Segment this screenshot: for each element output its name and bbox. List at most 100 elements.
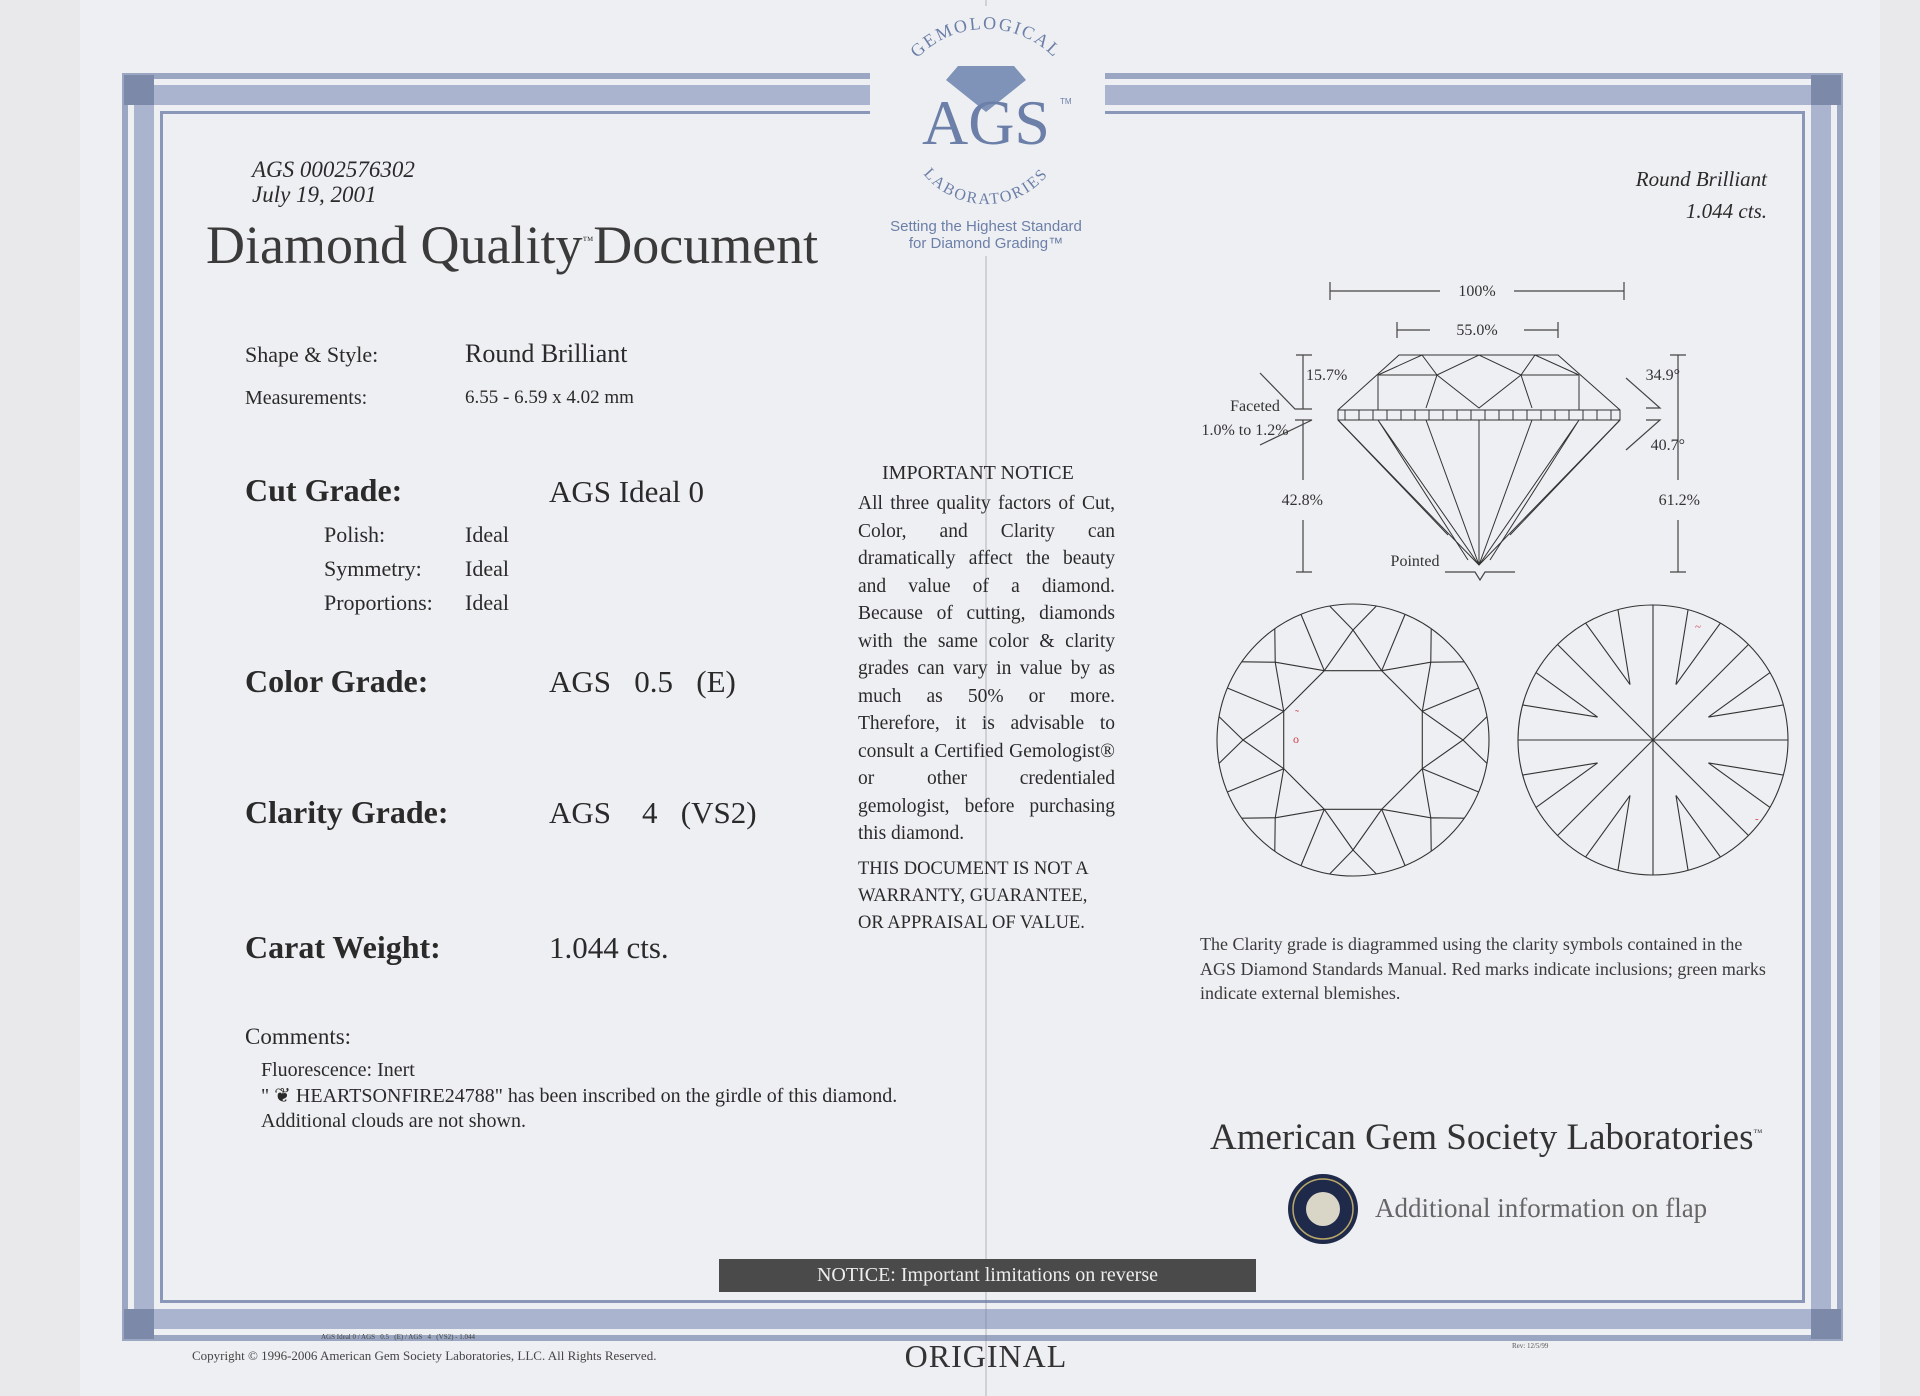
star-facet [1421, 710, 1464, 770]
notice-bar: NOTICE: Important limitations on reverse [719, 1259, 1256, 1292]
clarity-grade-label: Clarity Grade: [245, 794, 449, 830]
comment-inscription: " ❦ HEARTSONFIRE24788" has been inscribe… [261, 1084, 898, 1107]
label-crown-angle: 34.9° [1646, 367, 1680, 384]
star-facet [1323, 629, 1383, 672]
girdle-facet [1241, 628, 1276, 663]
color-grade-value: AGS 0.5 (E) [549, 664, 736, 699]
flap-info-text: Additional information on flap [1375, 1193, 1708, 1223]
lab-tm: ™ [1753, 1127, 1763, 1138]
svg-text:LABORATORIES: LABORATORIES [920, 165, 1052, 208]
frame-corner [124, 75, 154, 105]
ags-logo: GEMOLOGICAL AGS LABORATORIES TM [906, 13, 1072, 208]
frame-corner [124, 1309, 154, 1339]
pavilion-half-facet [1675, 609, 1721, 685]
important-notice-disclaimer: This document is not a warranty, guarant… [858, 858, 1088, 933]
comment-clouds: Additional clouds are not shown. [261, 1110, 526, 1132]
lab-name: American Gem Society Laboratories™ [1210, 1116, 1762, 1159]
important-notice: All three quality factors of Cut, Color,… [858, 490, 1115, 945]
logo-letters: AGS [922, 87, 1050, 158]
star-facet [1274, 768, 1325, 819]
inclusion-mark: - [1755, 813, 1759, 825]
polish-label: Polish: [324, 522, 386, 547]
label-pavilion-angle: 40.7° [1651, 437, 1685, 454]
proportions-diagram: 100% 55.0% 15.7% Faceted 1.0% to 1.2% 42… [1201, 282, 1700, 582]
measurements-value: 6.55 - 6.59 x 4.02 mm [465, 387, 634, 408]
logo-tm: TM [1060, 97, 1072, 106]
ags-seal-icon [1288, 1174, 1358, 1244]
clarity-plot: ˜ o ~ - [1216, 603, 1789, 877]
proportions-label: Proportions: [324, 590, 433, 615]
kite-line [1227, 687, 1284, 712]
summary: Round Brilliant 1.044 cts. [1636, 163, 1767, 227]
star-facet [1274, 661, 1325, 712]
pavilion-view-diagram [1517, 604, 1789, 876]
tagline-line-1: Setting the Highest Standard [890, 218, 1082, 235]
kite-line [1422, 687, 1479, 712]
table-facet [1283, 670, 1423, 810]
pavilion-half-facet [1585, 609, 1631, 685]
pavilion-main-line [1652, 644, 1749, 741]
pavilion-main-line [1557, 644, 1654, 741]
cut-grade-label: Cut Grade: [245, 472, 403, 508]
crown-outline [1216, 603, 1490, 877]
girdle-facet [1462, 716, 1488, 764]
label-culet: Pointed [1391, 553, 1440, 570]
symmetry-value: Ideal [465, 556, 509, 581]
label-pavilion-depth: 42.8% [1282, 492, 1323, 509]
logo-area [870, 6, 1105, 256]
logo-tagline: Setting the Highest Standard for Diamond… [876, 218, 1096, 252]
shape-label: Shape & Style: [245, 342, 379, 367]
original-stamp: ORIGINAL [904, 1338, 1068, 1374]
kite-line [1300, 614, 1325, 671]
report-header: AGS 0002576302 July 19, 2001 [252, 157, 415, 207]
label-crown-height: 15.7% [1306, 367, 1347, 384]
diamond-profile [1337, 354, 1621, 566]
label-total-diameter: 100% [1458, 283, 1495, 300]
label-table: 55.0% [1456, 322, 1497, 339]
tagline-line-2: for Diamond Grading™ [908, 235, 1064, 252]
pavilion-half-facet [1522, 672, 1598, 718]
logo-arc-top: GEMOLOGICAL [906, 13, 1064, 62]
pavilion-half-facet [1522, 762, 1598, 808]
star-facet [1242, 710, 1285, 770]
carat-weight-label: Carat Weight: [245, 929, 441, 965]
frame-corner [1811, 75, 1841, 105]
kite-line [1300, 809, 1325, 866]
girdle-facet [1430, 628, 1465, 663]
inclusion-mark: ~ [1695, 621, 1701, 633]
page-title: Diamond Quality™Document [206, 214, 818, 276]
star-facet [1323, 808, 1383, 851]
star-facet [1381, 768, 1432, 819]
cut-grade-value: AGS Ideal 0 [549, 474, 704, 509]
label-girdle-value: 1.0% to 1.2% [1201, 422, 1288, 439]
pavilion-main-line [1557, 739, 1654, 836]
label-total-depth: 61.2% [1659, 492, 1700, 509]
clarity-note: The Clarity grade is diagrammed using th… [1200, 934, 1766, 1003]
pavilion-half-facet [1675, 795, 1721, 871]
logo-arc-bottom: LABORATORIES [920, 165, 1050, 208]
title-part-2: Document [593, 215, 819, 275]
comment-fluorescence: Fluorescence: Inert [261, 1059, 415, 1081]
pavilion-half-facet [1708, 672, 1784, 718]
title-tm: ™ [582, 235, 594, 247]
report-date: July 19, 2001 [252, 182, 377, 207]
comments-body: Fluorescence: Inert " ❦ HEARTSONFIRE2478… [261, 1058, 897, 1135]
comments-label: Comments: [245, 1024, 352, 1049]
kite-line [1381, 809, 1406, 866]
inclusion-mark: ˜ [1295, 707, 1299, 721]
dimension-lines [1259, 282, 1686, 582]
crown-view-diagram [1216, 603, 1490, 877]
polish-value: Ideal [465, 522, 509, 547]
lab-name-text: American Gem Society Laboratories [1210, 1117, 1754, 1158]
kite-line [1422, 768, 1479, 793]
label-girdle: Faceted [1230, 398, 1280, 415]
shape-value: Round Brilliant [465, 339, 628, 368]
frame-corner [1811, 1309, 1841, 1339]
fold-line [985, 0, 987, 1396]
summary-shape: Round Brilliant [1635, 167, 1767, 191]
diamond-icon [946, 66, 1026, 112]
girdle-ticks [1344, 410, 1612, 420]
girdle-facet [1329, 605, 1377, 631]
important-notice-body: All three quality factors of Cut, Color,… [858, 493, 1115, 844]
measurements-label: Measurements: [245, 387, 368, 409]
